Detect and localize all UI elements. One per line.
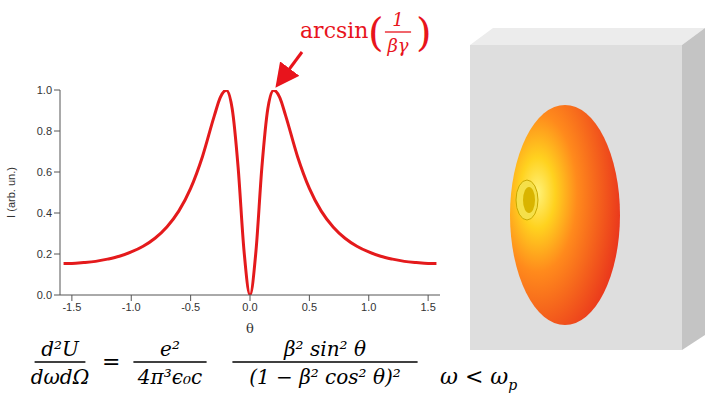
svg-text:(: ( (368, 9, 384, 55)
svg-text:4π³ϵ₀c: 4π³ϵ₀c (137, 365, 202, 389)
svg-text:I (arb. un.): I (arb. un.) (5, 167, 17, 218)
svg-text:θ: θ (246, 321, 254, 335)
svg-text:): ) (416, 9, 432, 55)
svg-text:1.0: 1.0 (361, 301, 376, 313)
svg-text:arcsin: arcsin (300, 18, 368, 43)
svg-text:(1 − β² cos² θ)²: (1 − β² cos² θ)² (249, 365, 401, 389)
svg-text:1.0: 1.0 (37, 84, 52, 96)
svg-text:e²: e² (160, 337, 180, 361)
svg-text:ω < ωp: ω < ωp (440, 364, 517, 393)
svg-text:0.2: 0.2 (37, 248, 52, 260)
svg-text:0.8: 0.8 (37, 125, 52, 137)
svg-text:-1.5: -1.5 (62, 301, 81, 313)
svg-text:=: = (102, 349, 120, 374)
svg-text:1: 1 (392, 9, 403, 30)
svg-text:-0.5: -0.5 (181, 301, 200, 313)
svg-text:0.4: 0.4 (37, 207, 52, 219)
svg-text:dωdΩ: dωdΩ (31, 365, 90, 389)
svg-text:β² sin² θ: β² sin² θ (283, 337, 366, 361)
svg-text:-1.0: -1.0 (122, 301, 141, 313)
svg-text:1.5: 1.5 (420, 301, 435, 313)
svg-text:0.0: 0.0 (242, 301, 257, 313)
svg-text:βγ: βγ (386, 35, 408, 56)
svg-text:0.5: 0.5 (302, 301, 317, 313)
svg-text:0.0: 0.0 (37, 289, 52, 301)
svg-text:0.6: 0.6 (37, 166, 52, 178)
svg-text:d²U: d²U (41, 337, 80, 361)
